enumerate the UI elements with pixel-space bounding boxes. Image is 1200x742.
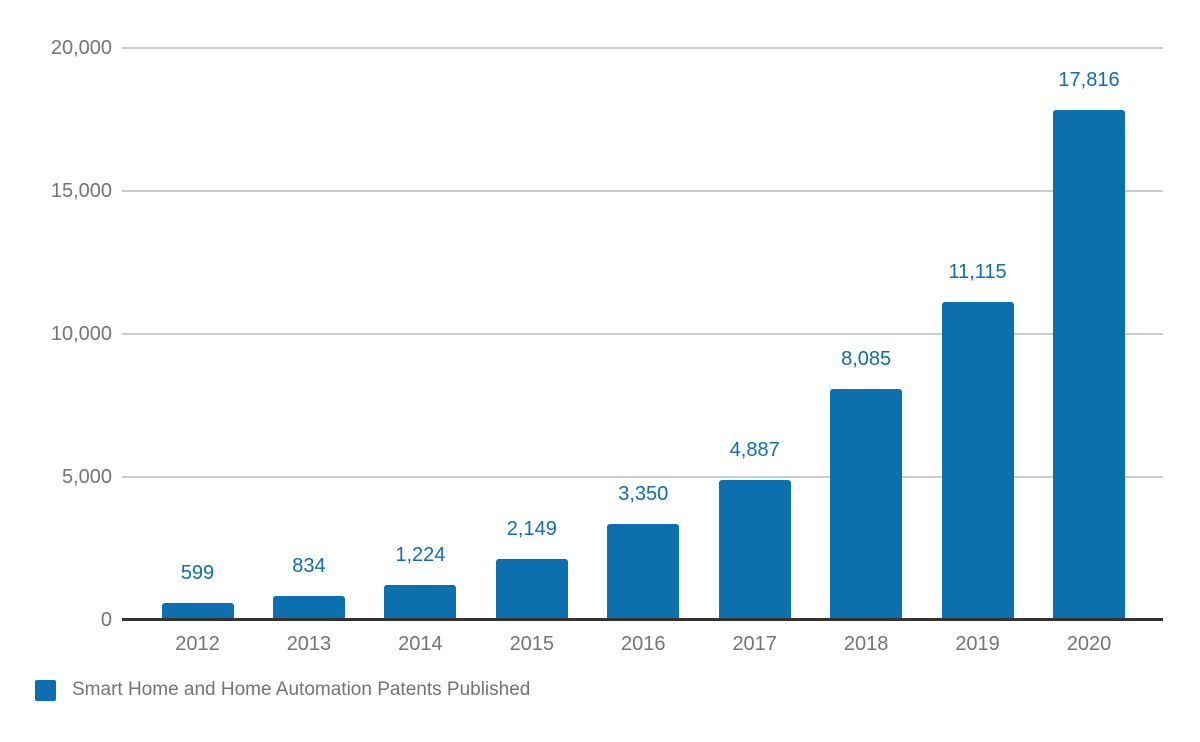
x-axis-label-2017: 2017 (732, 633, 777, 655)
value-label-2018: 8,085 (841, 347, 892, 370)
y-axis-tick-label-15000: 15,000 (50, 180, 112, 202)
x-axis-label-2015: 2015 (509, 633, 555, 655)
bar-2016 (607, 524, 680, 620)
value-label-2014: 1,224 (395, 544, 446, 566)
value-label-2017: 4,887 (729, 439, 780, 462)
value-label-2020: 17,816 (1058, 69, 1120, 92)
x-axis-label-2014: 2014 (398, 633, 443, 655)
y-axis-tick-label-5000: 5,000 (61, 466, 112, 488)
bar-2012 (161, 602, 234, 620)
x-axis-label-2018: 2018 (843, 633, 889, 655)
x-axis-label-2012: 2012 (175, 633, 220, 655)
bar-2014 (384, 585, 457, 620)
y-axis-tick-label-20000: 20,000 (50, 37, 112, 59)
legend-swatch-icon (35, 679, 56, 701)
x-axis-label-2019: 2019 (955, 633, 1000, 655)
value-label-2016: 3,350 (618, 483, 669, 506)
x-axis-label-2013: 2013 (286, 633, 332, 655)
legend: Smart Home and Home Automation Patents P… (35, 678, 530, 702)
bar-2013 (272, 596, 345, 620)
bar-2019 (941, 302, 1014, 620)
value-label-2015: 2,149 (506, 517, 557, 540)
y-axis-tick-label-10000: 10,000 (50, 323, 112, 345)
value-label-2019: 11,115 (948, 261, 1007, 284)
bar-2015 (495, 558, 568, 620)
x-axis-label-2016: 2016 (621, 633, 666, 655)
x-axis-label-2020: 2020 (1066, 633, 1112, 655)
value-label-2012: 599 (180, 561, 215, 584)
gridline-5000 (122, 476, 1163, 478)
bar-2020 (1053, 110, 1125, 620)
gridline-10000 (122, 333, 1163, 335)
bar-2017 (718, 480, 791, 620)
value-label-2013: 834 (292, 555, 326, 578)
plot-area: 599 2012 834 2013 1,224 2014 2,149 2015 3,350 201… (122, 47, 1163, 655)
legend-label: Smart Home and Home Automation Patents P… (72, 679, 531, 700)
gridline-15000 (122, 190, 1163, 192)
gridline-20000 (122, 47, 1163, 49)
bar-2018 (830, 388, 903, 620)
x-axis-line (122, 618, 1163, 621)
y-axis-tick-label-0: 0 (100, 609, 112, 631)
